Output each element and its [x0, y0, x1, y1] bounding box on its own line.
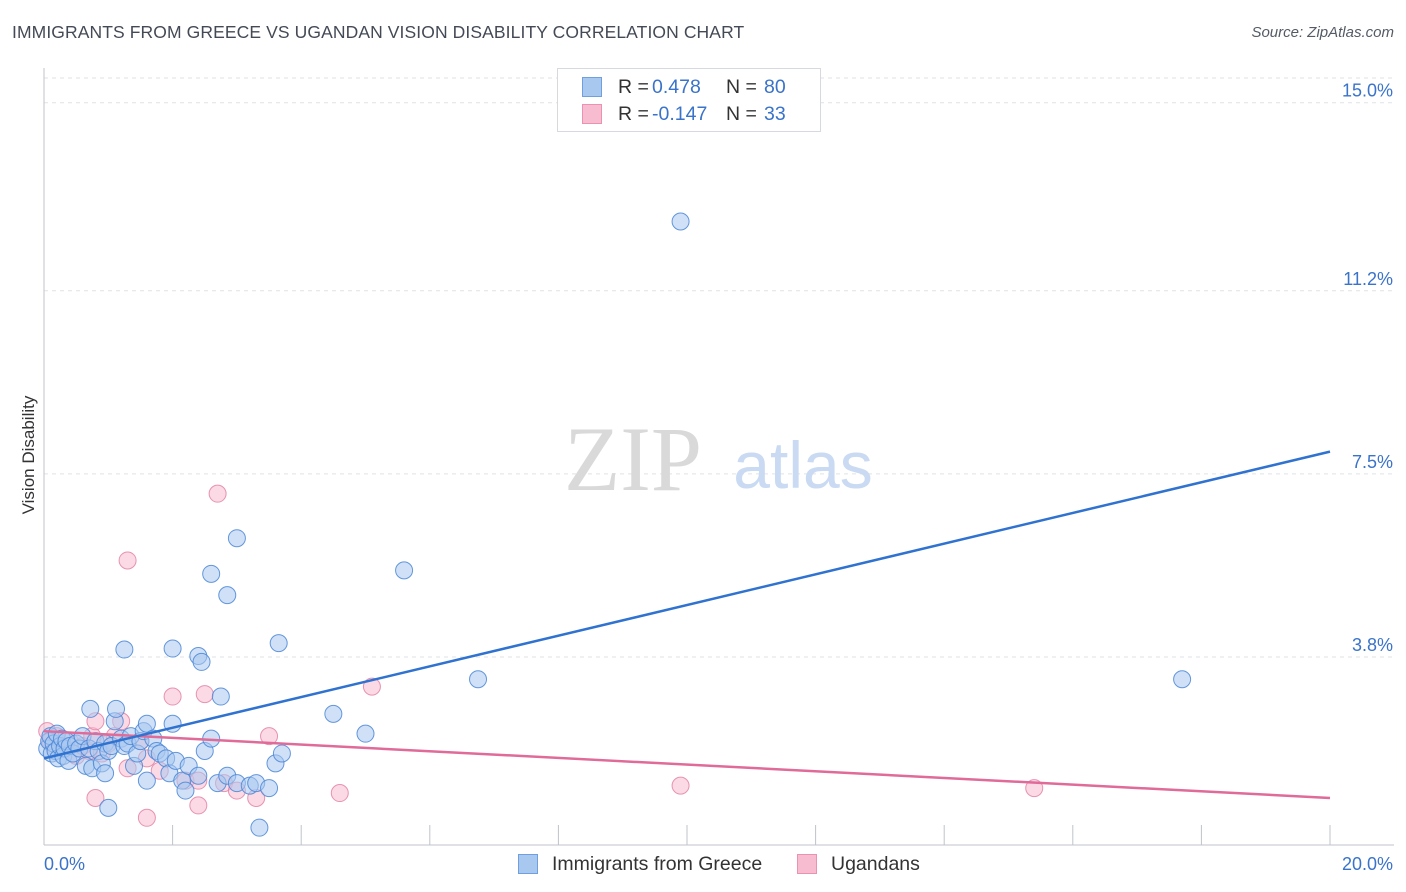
greece-point — [356, 724, 375, 743]
stats-legend: R = 0.478 N = 80 R = -0.147 N = 33 — [557, 68, 821, 132]
gridlines — [44, 77, 1394, 658]
greece-point — [99, 798, 118, 817]
uganda-point — [189, 796, 208, 815]
greece-point — [137, 714, 156, 733]
greece-point — [137, 771, 156, 790]
greece-point — [81, 699, 100, 718]
greece-legend-swatch — [518, 854, 538, 874]
greece-point — [671, 212, 690, 231]
legend-item-uganda: Ugandans — [797, 852, 920, 876]
legend-row-greece: R = 0.478 N = 80 — [582, 75, 786, 99]
source-label: Source: ZipAtlas.com — [1251, 24, 1394, 41]
n-label: N = — [726, 75, 757, 98]
uganda-trend-line — [43, 729, 1331, 800]
greece-swatch — [582, 77, 602, 97]
y-tick-label: 3.8% — [1352, 635, 1393, 655]
greece-point — [469, 670, 488, 689]
greece-point — [176, 781, 195, 800]
uganda-legend-swatch — [797, 854, 817, 874]
y-axis-label: Vision Disability — [19, 395, 38, 515]
uganda-legend-label: Ugandans — [831, 852, 920, 875]
greece-point — [1173, 670, 1192, 689]
n-value: 33 — [764, 102, 786, 125]
uganda-point — [671, 776, 690, 795]
greece-trend-line — [43, 450, 1331, 760]
uganda-point — [163, 687, 182, 706]
trend-lines — [43, 450, 1331, 800]
greece-point — [192, 652, 211, 671]
y-tick-label: 15.0% — [1342, 81, 1393, 101]
n-label: N = — [726, 102, 757, 125]
r-label: R = — [618, 102, 649, 125]
r-value: 0.478 — [652, 75, 701, 98]
uganda-swatch — [582, 104, 602, 124]
uganda-point — [86, 788, 105, 807]
greece-point — [250, 818, 269, 837]
greece-point — [202, 564, 221, 583]
watermark-atlas: atlas — [733, 428, 872, 502]
watermark: ZIP atlas — [564, 408, 873, 510]
greece-point — [324, 704, 343, 723]
chart-title: IMMIGRANTS FROM GREECE VS UGANDAN VISION… — [12, 22, 745, 42]
r-label: R = — [618, 75, 649, 98]
tick-labels: 3.8% 7.5% 11.2% 15.0% 0.0% 20.0% — [44, 81, 1393, 874]
greece-point — [115, 640, 134, 659]
greece-point — [96, 764, 115, 783]
greece-point — [272, 744, 291, 763]
greece-point — [211, 687, 230, 706]
uganda-point — [137, 808, 156, 827]
greece-point — [189, 766, 208, 785]
uganda-point — [260, 727, 279, 746]
greece-point — [395, 561, 414, 580]
axes — [43, 68, 1394, 846]
watermark-zip: ZIP — [564, 408, 702, 510]
greece-point — [218, 586, 237, 605]
legend-row-uganda: R = -0.147 N = 33 — [582, 102, 786, 126]
uganda-point — [330, 784, 349, 803]
y-tick-label: 7.5% — [1352, 452, 1393, 472]
greece-point — [227, 529, 246, 548]
greece-legend-label: Immigrants from Greece — [552, 852, 763, 875]
uganda-point — [208, 484, 227, 503]
r-value: -0.147 — [652, 102, 708, 125]
x-tick-label: 20.0% — [1342, 854, 1393, 874]
greece-point — [163, 639, 182, 658]
uganda-point — [118, 551, 137, 570]
x-tick-label: 0.0% — [44, 854, 85, 874]
uganda-point — [195, 685, 214, 704]
greece-point — [107, 699, 126, 718]
y-tick-label: 11.2% — [1343, 269, 1393, 289]
n-value: 80 — [764, 75, 786, 98]
greece-point — [269, 634, 288, 653]
legend-item-greece: Immigrants from Greece — [518, 852, 762, 876]
greece-points — [38, 212, 1192, 837]
greece-point — [260, 779, 279, 798]
